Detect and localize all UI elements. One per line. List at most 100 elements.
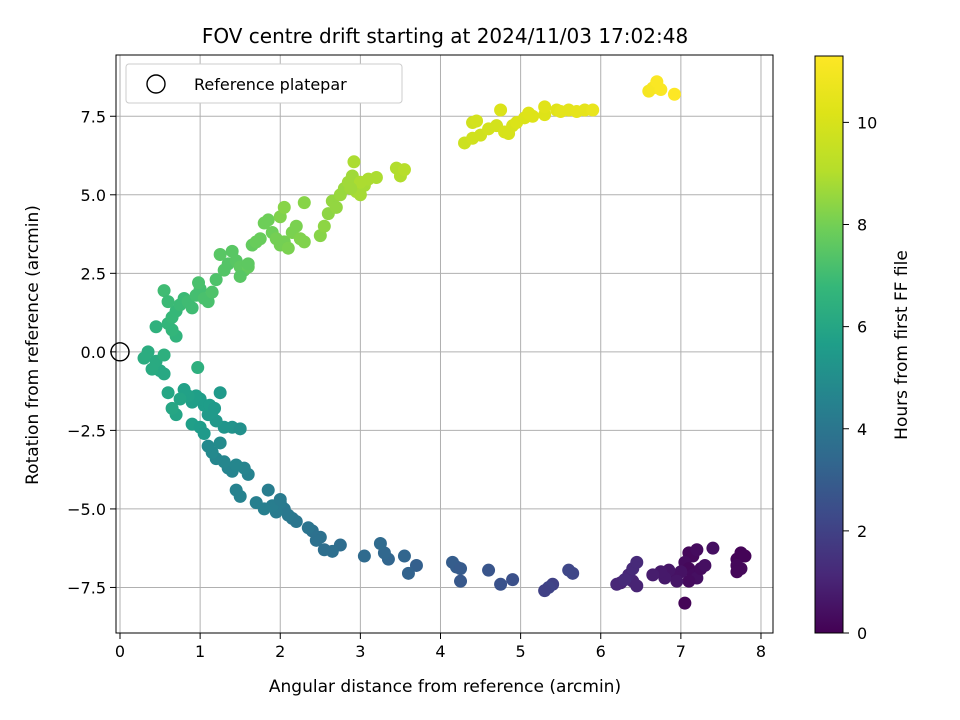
colorbar-tick-label: 2 <box>857 522 867 541</box>
data-point <box>618 573 632 587</box>
data-point <box>157 284 171 298</box>
data-point <box>165 401 179 415</box>
data-point <box>698 558 712 572</box>
data-point <box>706 541 720 555</box>
y-tick-label: 2.5 <box>81 264 106 283</box>
data-point <box>301 521 315 535</box>
x-tick-label: 2 <box>275 642 285 661</box>
data-points <box>137 75 752 610</box>
data-point <box>213 247 227 261</box>
data-point <box>289 219 303 233</box>
y-tick-label: −5.0 <box>67 500 106 519</box>
data-point <box>277 200 291 214</box>
x-axis-label: Angular distance from reference (arcmin) <box>269 677 621 697</box>
x-tick-label: 3 <box>355 642 365 661</box>
colorbar-bar <box>814 55 844 634</box>
colorbar-label: Hours from first FF file <box>892 250 912 440</box>
y-tick-label: 7.5 <box>81 107 106 126</box>
colorbar: 0 2 4 6 8 10 Hours from first FF file <box>814 55 912 643</box>
data-point <box>197 427 211 441</box>
x-tick-label: 7 <box>676 642 686 661</box>
grid-lines <box>116 55 773 633</box>
data-point <box>357 549 371 563</box>
data-point <box>329 200 343 214</box>
data-point <box>137 351 151 365</box>
data-point <box>353 175 367 189</box>
x-axis-ticks: 0 1 2 3 4 5 6 7 8 <box>115 633 766 661</box>
x-tick-label: 5 <box>516 642 526 661</box>
colorbar-ticks: 0 2 4 6 8 10 <box>843 113 877 643</box>
data-point <box>409 558 423 572</box>
y-axis-ticks: −7.5 −5.0 −2.5 0.0 2.5 5.0 7.5 <box>67 107 116 597</box>
data-point <box>233 269 247 283</box>
x-tick-label: 0 <box>115 642 125 661</box>
data-point <box>233 422 247 436</box>
colorbar-tick-label: 4 <box>857 420 867 439</box>
data-point <box>506 573 520 587</box>
data-point <box>191 361 205 375</box>
colorbar-tick-label: 8 <box>857 216 867 235</box>
data-point <box>157 348 171 362</box>
plot-frame <box>115 54 774 634</box>
data-point <box>205 285 219 299</box>
y-tick-label: 0.0 <box>81 343 106 362</box>
data-point <box>161 386 175 400</box>
data-point <box>678 596 692 610</box>
data-point <box>209 273 223 287</box>
data-point <box>161 295 175 309</box>
x-tick-label: 1 <box>195 642 205 661</box>
colorbar-tick-label: 6 <box>857 318 867 337</box>
data-point <box>667 87 681 101</box>
data-point <box>690 543 704 557</box>
data-point <box>281 241 295 255</box>
data-point <box>482 563 496 577</box>
data-point <box>682 574 696 588</box>
data-point <box>646 568 660 582</box>
colorbar-tick-label: 0 <box>857 624 867 643</box>
legend: Reference platepar <box>125 63 403 104</box>
colorbar-tick-label: 10 <box>857 113 877 132</box>
x-tick-label: 6 <box>596 642 606 661</box>
data-point <box>654 83 668 97</box>
data-point <box>273 492 287 506</box>
data-point <box>253 232 267 246</box>
data-point <box>249 496 263 510</box>
data-point <box>526 109 540 123</box>
data-point <box>538 584 552 598</box>
data-point <box>208 401 222 415</box>
data-point <box>317 219 331 233</box>
legend-reference-marker <box>146 74 166 94</box>
data-point <box>241 257 255 271</box>
data-point <box>538 100 552 114</box>
data-point <box>369 171 383 185</box>
data-point <box>454 574 468 588</box>
legend-label: Reference platepar <box>194 75 347 94</box>
chart-title: FOV centre drift starting at 2024/11/03 … <box>202 24 688 48</box>
x-tick-label: 8 <box>756 642 766 661</box>
data-point <box>317 543 331 557</box>
data-point <box>229 458 243 472</box>
data-point <box>229 483 243 497</box>
data-point <box>149 320 163 334</box>
data-point <box>630 555 644 569</box>
y-tick-label: 5.0 <box>81 186 106 205</box>
y-axis-label: Rotation from reference (arcmin) <box>23 205 43 485</box>
data-point <box>297 196 311 210</box>
data-point <box>670 574 684 588</box>
data-point <box>201 439 215 453</box>
data-point <box>586 103 600 117</box>
data-point <box>397 163 411 177</box>
data-point <box>470 114 484 128</box>
x-tick-label: 4 <box>435 642 445 661</box>
data-point <box>213 436 227 450</box>
reference-platepar-marker <box>110 342 130 362</box>
y-tick-label: −7.5 <box>67 578 106 597</box>
data-point <box>297 235 311 249</box>
data-point <box>397 549 411 563</box>
data-point <box>173 392 187 406</box>
y-tick-label: −2.5 <box>67 421 106 440</box>
data-point <box>454 562 468 576</box>
data-point <box>213 386 227 400</box>
data-point <box>192 276 206 290</box>
